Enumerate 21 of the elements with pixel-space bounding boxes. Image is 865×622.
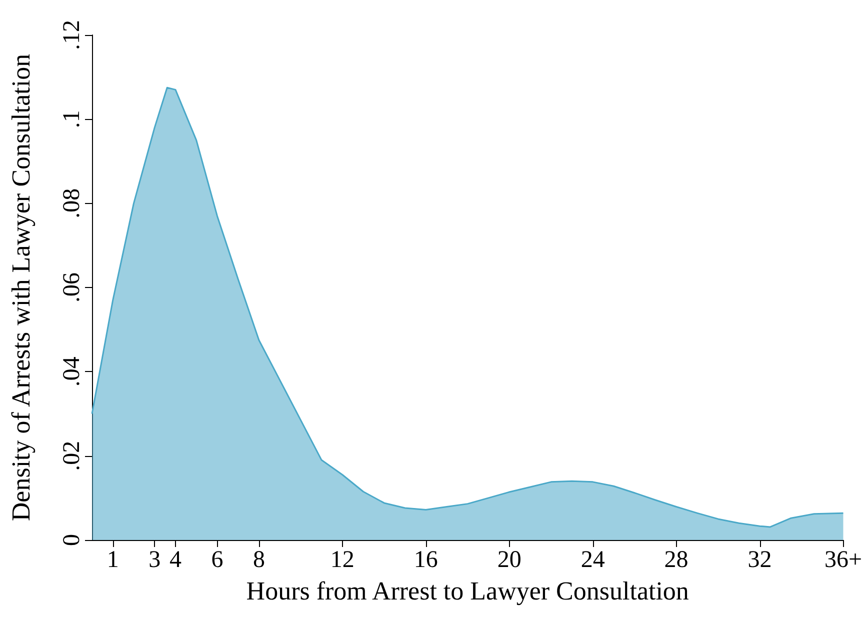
x-tick-label: 6: [211, 547, 224, 573]
x-tick-label: 36+: [824, 547, 862, 573]
x-tick-label: 8: [252, 547, 265, 573]
x-axis-title: Hours from Arrest to Lawyer Consultation: [246, 576, 689, 606]
x-tick-label: 12: [330, 547, 354, 573]
y-tick-label: .08: [59, 188, 85, 218]
y-tick-label: .1: [59, 110, 85, 128]
y-tick-label: .02: [59, 440, 85, 471]
x-tick-label: 20: [497, 547, 522, 573]
x-tick-label: 3: [148, 547, 161, 573]
y-axis-title: Density of Arrests with Lawyer Consultation: [6, 54, 36, 522]
x-tick-label: 4: [169, 547, 182, 573]
x-tick-label: 28: [664, 547, 688, 573]
y-tick-label: .04: [59, 356, 85, 387]
y-tick-label: .12: [59, 20, 85, 50]
x-tick-label: 32: [748, 547, 772, 573]
x-tick-label: 1: [106, 547, 119, 573]
y-tick-label: .06: [59, 272, 85, 302]
x-tick-label: 24: [580, 547, 605, 573]
x-tick-label: 16: [414, 547, 438, 573]
y-tick-label: 0: [59, 534, 85, 546]
